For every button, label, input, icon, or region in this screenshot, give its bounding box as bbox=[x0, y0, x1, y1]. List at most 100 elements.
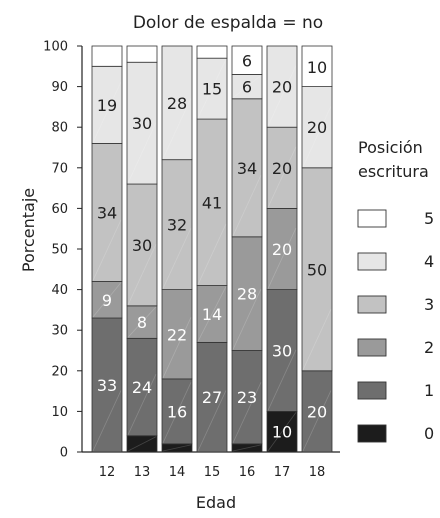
x-axis-label: Edad bbox=[196, 493, 236, 512]
x-tick-label-18: 18 bbox=[309, 465, 326, 480]
bar-group-14: 16 22 32 28 14 bbox=[161, 45, 193, 480]
data-label-14-pos-4: 28 bbox=[167, 94, 187, 113]
legend-swatch-3 bbox=[357, 295, 387, 314]
bar-segment-18-pos-1 bbox=[301, 370, 333, 453]
bar-sheen-16-pos-5 bbox=[232, 46, 262, 74]
data-label-16-pos-1: 23 bbox=[237, 388, 257, 407]
bar-sheen-17-pos-4 bbox=[267, 65, 297, 127]
bar-sheen-15-pos-1 bbox=[197, 390, 227, 452]
bar-sheen-13-pos-3 bbox=[127, 244, 157, 306]
data-label-16-pos-2: 28 bbox=[237, 285, 257, 304]
data-label-15-pos-4: 15 bbox=[202, 80, 222, 99]
bar-sheen-15-pos-4 bbox=[197, 59, 227, 119]
bar-sheen-14-pos-3 bbox=[162, 227, 192, 289]
bar-segment-12-pos-1 bbox=[91, 317, 123, 453]
bar-sheen-13-pos-0 bbox=[127, 436, 157, 452]
bar-sheen-15-pos-5 bbox=[197, 46, 227, 58]
data-label-17-pos-1: 30 bbox=[272, 342, 292, 361]
y-tick-label: 90 bbox=[51, 80, 68, 95]
data-label-18-pos-1: 20 bbox=[307, 402, 327, 421]
bar-segment-13-pos-1 bbox=[126, 337, 158, 437]
x-tick-label-17: 17 bbox=[274, 465, 291, 480]
bar-segment-16-pos-3 bbox=[231, 98, 263, 238]
legend-label-4: 4 bbox=[424, 252, 434, 271]
data-label-17-pos-4: 20 bbox=[272, 78, 292, 97]
bar-sheen-12-pos-2 bbox=[92, 282, 122, 318]
data-label-18-pos-5: 10 bbox=[307, 58, 327, 77]
bar-sheen-17-pos-2 bbox=[267, 227, 297, 289]
y-tick-label: 50 bbox=[51, 243, 68, 258]
data-label-16-pos-3: 34 bbox=[237, 159, 257, 178]
legend-label-0: 0 bbox=[424, 424, 434, 443]
x-tick-label-14: 14 bbox=[169, 465, 186, 480]
bar-segment-14-pos-4 bbox=[161, 45, 193, 161]
bar-segment-15-pos-2 bbox=[196, 285, 228, 343]
data-label-18-pos-3: 50 bbox=[307, 260, 327, 279]
bar-sheen-17-pos-1 bbox=[267, 349, 297, 411]
data-label-14-pos-1: 16 bbox=[167, 402, 187, 421]
bar-sheen-16-pos-0 bbox=[232, 444, 262, 452]
bar-sheen-16-pos-3 bbox=[232, 175, 262, 236]
x-tick-label-16: 16 bbox=[239, 465, 256, 480]
data-label-15-pos-3: 41 bbox=[202, 193, 222, 212]
bar-sheen-18-pos-3 bbox=[302, 309, 332, 370]
data-label-12-pos-4: 19 bbox=[97, 96, 117, 115]
legend-layer: 5 4 3 2 1 0 bbox=[357, 209, 434, 443]
bar-sheen-17-pos-3 bbox=[267, 146, 297, 208]
legend-title-line-1: Posición bbox=[358, 138, 423, 157]
bar-group-13: 24 8 30 30 13 bbox=[126, 45, 158, 480]
bar-group-15: 27 14 41 15 15 bbox=[196, 45, 228, 480]
bar-segment-17-pos-3 bbox=[266, 126, 298, 209]
data-label-13-pos-4: 30 bbox=[132, 114, 152, 133]
bar-segment-17-pos-0 bbox=[266, 410, 298, 453]
bar-segment-17-pos-4 bbox=[266, 45, 298, 128]
bar-segment-12-pos-4 bbox=[91, 65, 123, 144]
y-tick-label: 100 bbox=[43, 40, 68, 55]
data-label-17-pos-3: 20 bbox=[272, 159, 292, 178]
bar-sheen-13-pos-1 bbox=[127, 373, 157, 435]
bar-sheen-14-pos-4 bbox=[162, 97, 192, 159]
data-label-17-pos-2: 20 bbox=[272, 240, 292, 259]
bar-segment-14-pos-3 bbox=[161, 159, 193, 290]
legend-swatch-2 bbox=[357, 338, 387, 357]
bar-segment-16-pos-2 bbox=[231, 236, 263, 351]
bar-segment-16-pos-5 bbox=[231, 45, 263, 75]
legend-label-5: 5 bbox=[424, 209, 434, 228]
bar-group-16: 23 28 34 6 6 16 bbox=[231, 45, 263, 480]
bar-sheen-16-pos-2 bbox=[232, 288, 262, 350]
bar-group-18: 20 50 20 10 18 bbox=[301, 45, 333, 480]
bar-sheen-12-pos-3 bbox=[92, 219, 122, 281]
bar-segment-17-pos-1 bbox=[266, 289, 298, 412]
bar-group-17: 10 30 20 20 20 17 bbox=[266, 45, 298, 480]
bar-sheen-14-pos-2 bbox=[162, 317, 192, 379]
bar-segment-13-pos-2 bbox=[126, 305, 158, 339]
data-label-15-pos-2: 14 bbox=[202, 305, 222, 324]
bar-sheen-15-pos-2 bbox=[197, 286, 227, 342]
legend-swatch-1 bbox=[357, 381, 387, 400]
y-tick-label: 40 bbox=[51, 283, 68, 298]
bar-segment-12-pos-3 bbox=[91, 143, 123, 282]
legend-swatch-0 bbox=[357, 424, 387, 443]
data-label-14-pos-2: 22 bbox=[167, 325, 187, 344]
bar-sheen-14-pos-0 bbox=[162, 444, 192, 452]
y-tick-label: 0 bbox=[60, 446, 68, 461]
bar-segment-12-pos-5 bbox=[91, 45, 123, 67]
y-tick-label: 60 bbox=[51, 202, 68, 217]
bar-segment-13-pos-5 bbox=[126, 45, 158, 63]
bar-segment-13-pos-4 bbox=[126, 61, 158, 185]
legend-label-1: 1 bbox=[424, 381, 434, 400]
bar-segment-15-pos-1 bbox=[196, 341, 228, 453]
legend-swatch-4 bbox=[357, 252, 387, 271]
bar-sheen-12-pos-1 bbox=[92, 390, 122, 452]
bar-sheen-13-pos-5 bbox=[127, 46, 157, 62]
y-tick-label: 70 bbox=[51, 161, 68, 176]
y-axis-label: Porcentaje bbox=[19, 188, 38, 272]
data-label-17-pos-0: 10 bbox=[272, 423, 292, 442]
bar-sheen-18-pos-1 bbox=[302, 390, 332, 452]
y-tick-label: 10 bbox=[51, 405, 68, 420]
bar-sheen-17-pos-0 bbox=[267, 412, 297, 452]
legend-label-2: 2 bbox=[424, 338, 434, 357]
y-tick-label: 20 bbox=[51, 364, 68, 379]
bar-segment-12-pos-2 bbox=[91, 281, 123, 319]
